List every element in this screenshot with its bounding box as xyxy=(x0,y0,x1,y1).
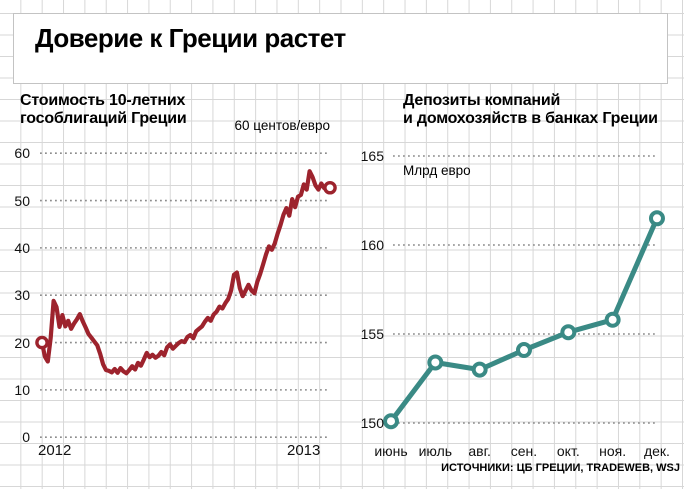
bonds-xtick-2012: 2012 xyxy=(38,442,72,459)
bonds-unit-annotation: 60 центов/евро xyxy=(234,118,330,133)
bonds-end-marker xyxy=(323,180,337,195)
source-note: ИСТОЧНИКИ: ЦБ ГРЕЦИИ, TRADEWEB, WSJ xyxy=(441,462,680,474)
deposits-ytick-155: 155 xyxy=(360,326,384,342)
bonds-xtick-2013: 2013 xyxy=(287,442,321,459)
bonds-ytick-50: 50 xyxy=(14,192,30,209)
deposits-xtick-окт.: окт. xyxy=(556,443,580,459)
bonds-start-marker xyxy=(35,335,49,350)
deposits-xtick-июль: июль xyxy=(418,443,453,459)
header-box: Доверие к Греции растет xyxy=(13,13,668,84)
deposits-xtick-авг.: авг. xyxy=(468,443,491,459)
bonds-chart-title-line1: Стоимость 10-летних xyxy=(20,92,186,109)
bonds-ytick-60: 60 xyxy=(14,145,30,162)
deposits-point-marker-окт. xyxy=(560,324,577,341)
deposits-point-marker-июль xyxy=(427,354,444,371)
deposits-point-marker-ноя. xyxy=(604,311,621,328)
deposits-ytick-165: 165 xyxy=(360,148,384,164)
deposits-xtick-июнь: июнь xyxy=(374,443,408,459)
deposits-chart-title-line1: Депозиты компаний xyxy=(403,92,561,109)
bonds-chart-title-line2: гособлигаций Греции xyxy=(20,110,187,127)
deposits-xtick-сен.: сен. xyxy=(510,443,538,459)
bonds-line xyxy=(39,169,333,376)
bonds-ytick-0: 0 xyxy=(22,429,30,446)
bonds-ytick-30: 30 xyxy=(14,287,30,304)
bonds-ytick-40: 40 xyxy=(14,239,30,256)
deposits-point-marker-сен. xyxy=(515,342,532,359)
bonds-ytick-20: 20 xyxy=(14,334,30,351)
bonds-ytick-10: 10 xyxy=(14,381,30,398)
deposits-ytick-150: 150 xyxy=(360,415,384,431)
page-title: Доверие к Греции растет xyxy=(35,23,346,53)
deposits-unit-label: Млрд евро xyxy=(403,163,471,178)
deposits-chart-title-line2: и домохозяйств в банках Греции xyxy=(403,110,658,127)
deposits-xtick-дек.: дек. xyxy=(643,443,670,459)
deposits-xtick-ноя.: ноя. xyxy=(599,443,627,459)
deposits-point-marker-июнь xyxy=(383,413,399,430)
deposits-ytick-160: 160 xyxy=(360,237,384,253)
deposits-point-marker-авг. xyxy=(471,361,488,378)
deposits-point-marker-дек. xyxy=(648,210,665,227)
